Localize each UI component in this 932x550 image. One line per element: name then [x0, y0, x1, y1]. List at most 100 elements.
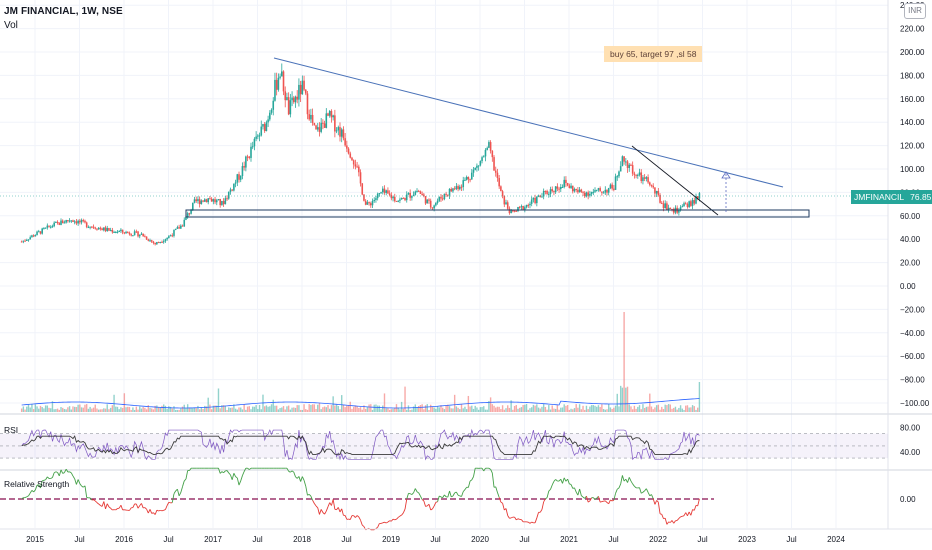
candle-body — [130, 234, 132, 236]
rs-line-segment — [442, 494, 445, 498]
candle-body — [607, 188, 610, 193]
volume-bars — [20, 312, 701, 412]
rs-line-segment — [189, 467, 192, 471]
rsi-pane — [0, 428, 888, 461]
candle-body — [68, 220, 71, 222]
rs-line-segment — [457, 494, 460, 497]
candle-body — [200, 200, 203, 205]
rs-line-segment — [656, 500, 659, 503]
candle-body — [400, 197, 403, 200]
rs-line-segment — [402, 508, 406, 514]
volume-bar — [520, 407, 523, 412]
rs-line-segment — [337, 507, 341, 513]
rs-line-segment — [58, 469, 62, 476]
candle-body — [63, 222, 66, 224]
volume-bar — [32, 409, 35, 412]
candle-body — [648, 182, 651, 185]
price-axis[interactable]: 240.00220.00200.00180.00160.00140.00120.… — [900, 1, 930, 504]
candle-body — [524, 207, 526, 211]
rs-line-segment — [29, 490, 33, 494]
candle-body — [51, 226, 54, 228]
candle-body — [281, 71, 283, 77]
volume-bar — [29, 407, 31, 412]
volume-bar — [678, 407, 680, 412]
candle-body — [31, 235, 33, 238]
volume-bar — [628, 404, 630, 412]
candle-body — [222, 201, 225, 205]
rs-line-segment — [106, 503, 110, 508]
rs-line-segment — [654, 500, 658, 505]
trendline-drawings[interactable] — [0, 57, 888, 218]
rs-line-segment — [685, 512, 688, 517]
volume-bar — [257, 408, 259, 412]
candle-body — [457, 186, 459, 190]
candle-body — [465, 176, 468, 180]
candle-body — [527, 204, 530, 206]
candle-body — [258, 135, 261, 137]
volume-bar — [202, 408, 204, 412]
volume-bar — [359, 407, 362, 412]
rs-line-segment — [546, 490, 550, 498]
volume-bar — [34, 404, 37, 412]
candle-body — [61, 220, 64, 224]
volume-bar — [613, 407, 615, 412]
volume-bar — [154, 405, 156, 412]
candle-body — [580, 189, 583, 192]
candle-body — [269, 112, 271, 120]
candle-body — [342, 129, 345, 139]
candle-body — [286, 97, 288, 101]
candle-body — [541, 196, 543, 198]
candle-body — [599, 188, 601, 192]
candle-body — [693, 200, 696, 204]
candle-body — [455, 186, 458, 189]
volume-bar — [27, 404, 30, 412]
time-axis[interactable]: 2015 Jul 2016 Jul 2017 Jul 2018 Jul 2019 Jul 2020 J… — [0, 528, 932, 544]
volume-bar — [118, 409, 120, 412]
volume-bar — [542, 404, 545, 412]
candle-body — [447, 194, 449, 196]
rs-line-segment — [331, 499, 334, 506]
volume-bar — [228, 407, 230, 412]
rs-line-segment — [47, 476, 50, 479]
candle-body — [642, 177, 644, 181]
volume-bar — [286, 406, 288, 412]
currency-button[interactable]: INR — [904, 3, 926, 19]
volume-bar — [457, 407, 459, 412]
rs-line-segment — [528, 521, 531, 524]
rs-line-segment — [319, 509, 322, 515]
rs-line-segment — [77, 479, 81, 484]
candle-body — [534, 197, 536, 204]
rs-line-segment — [394, 518, 397, 521]
rs-line-segment — [360, 520, 363, 526]
candle-body — [517, 207, 519, 212]
rs-line-segment — [28, 492, 31, 497]
rs-line-segment — [348, 518, 351, 520]
volume-bar — [582, 405, 584, 412]
volume-bar — [397, 407, 399, 412]
rsi-pane-label: RSI — [4, 425, 19, 435]
rs-line-segment — [615, 489, 618, 494]
candle-body — [166, 237, 168, 240]
rs-line-segment — [652, 498, 656, 505]
volume-bar — [82, 407, 84, 412]
volume-bar — [633, 405, 636, 412]
rs-line-segment — [310, 496, 314, 501]
volume-bar — [424, 405, 427, 412]
rs-line-segment — [324, 510, 327, 515]
rs-line-segment — [577, 488, 581, 496]
candle-body — [630, 164, 632, 166]
volume-bar — [546, 409, 548, 412]
rs-line-segment — [551, 481, 555, 486]
rs-line-segment — [230, 474, 233, 480]
candle-body — [558, 188, 560, 190]
volume-bar — [399, 409, 401, 412]
trade-note-annotation[interactable]: buy 65, target 97 ,sl 58 — [604, 46, 703, 62]
rs-line-segment — [555, 479, 558, 482]
candle-body — [525, 204, 528, 208]
volume-bar — [573, 408, 576, 412]
volume-bar — [306, 409, 309, 412]
candle-body — [87, 227, 90, 229]
candle-body — [48, 225, 50, 227]
candle-body — [274, 79, 276, 101]
